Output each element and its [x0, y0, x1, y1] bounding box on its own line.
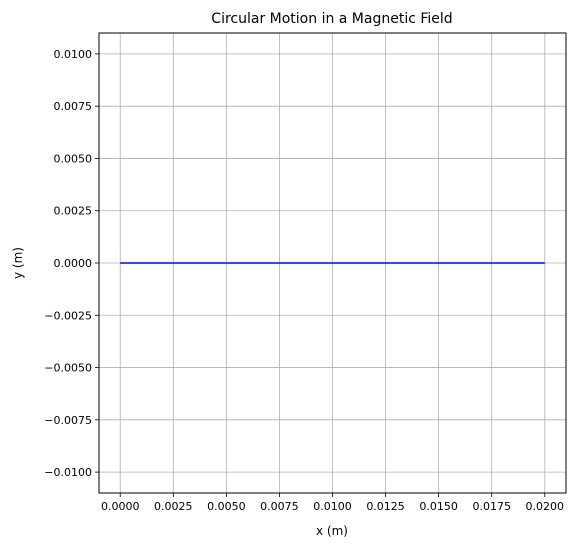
y-tick-label: −0.0100 — [44, 466, 92, 479]
x-axis-ticks: 0.0000 0.0025 0.0050 0.0075 0.0100 0.0125 0.01… — [101, 493, 564, 513]
y-tick-label: 0.0075 — [54, 100, 93, 113]
y-tick-label: −0.0025 — [44, 309, 92, 322]
chart-title: Circular Motion in a Magnetic Field — [211, 11, 452, 27]
x-tick-label: 0.0075 — [260, 500, 299, 513]
x-tick-label: 0.0100 — [313, 500, 352, 513]
x-tick-label: 0.0200 — [526, 500, 565, 513]
y-axis-label: y (m) — [11, 247, 25, 279]
x-tick-label: 0.0025 — [154, 500, 193, 513]
y-tick-label: −0.0050 — [44, 362, 92, 375]
x-tick-label: 0.0175 — [472, 500, 511, 513]
x-axis-label: x (m) — [316, 524, 348, 538]
y-axis-ticks: 0.0100 0.0075 0.0050 0.0025 0.0000 −0.0025 −0.… — [44, 48, 99, 479]
x-tick-label: 0.0000 — [101, 500, 140, 513]
y-tick-label: −0.0075 — [44, 414, 92, 427]
x-tick-label: 0.0050 — [207, 500, 246, 513]
y-tick-label: 0.0025 — [54, 205, 93, 218]
x-tick-label: 0.0125 — [366, 500, 405, 513]
x-tick-label: 0.0150 — [419, 500, 458, 513]
y-tick-label: 0.0050 — [54, 152, 93, 165]
y-tick-label: 0.0000 — [54, 257, 93, 270]
y-tick-label: 0.0100 — [54, 48, 93, 61]
